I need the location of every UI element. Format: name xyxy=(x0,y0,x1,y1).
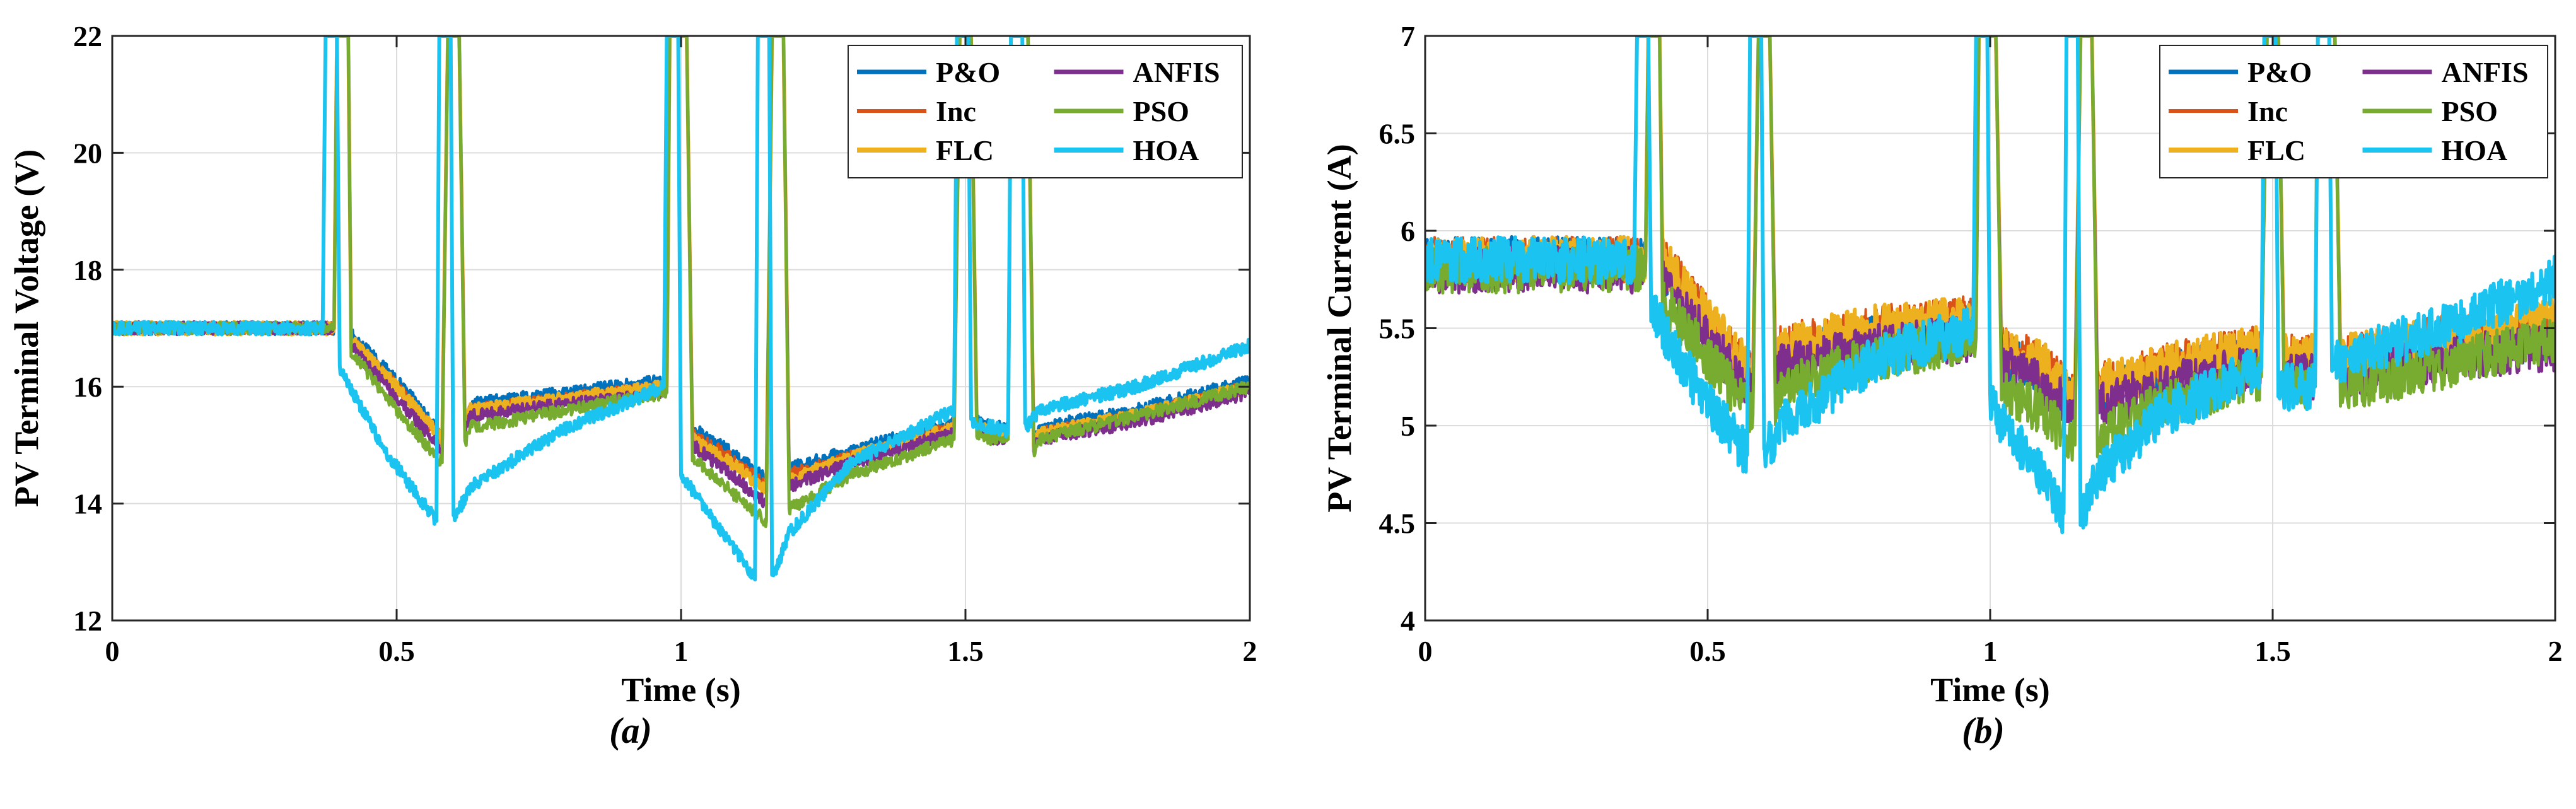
legend-label: ANFIS xyxy=(1133,56,1220,88)
y-tick-label: 6 xyxy=(1401,215,1415,247)
x-tick-label: 1.5 xyxy=(2254,635,2291,667)
x-tick-label: 0 xyxy=(1418,635,1433,667)
figure-caption: (b) xyxy=(1962,710,2005,751)
legend-label: P&O xyxy=(2247,56,2312,88)
y-tick-label: 4.5 xyxy=(1379,508,1416,540)
y-tick-label: 5.5 xyxy=(1379,313,1416,345)
legend-label: PSO xyxy=(1133,95,1189,127)
legend-label: HOA xyxy=(1133,134,1199,166)
legend-label: PSO xyxy=(2442,95,2498,127)
chart-a: 0 0.5 1 1.5 2 12 14 16 18 20 22 Time (s) PV Termin… xyxy=(8,20,1257,751)
y-tick-label: 22 xyxy=(73,20,102,52)
y-tick-label: 6.5 xyxy=(1379,118,1416,150)
series-lines xyxy=(1425,36,2555,535)
series-line-hoa xyxy=(1425,36,2555,535)
x-tick-label: 1.5 xyxy=(947,635,984,667)
chart-b: 0 0.5 1 1.5 2 4 4.5 5 5.5 6 6.5 7 Time (s) PV Termi… xyxy=(1320,20,2563,751)
series-lines xyxy=(112,36,1250,582)
x-axis-label: Time (s) xyxy=(621,671,740,709)
x-tick-label: 0.5 xyxy=(1689,635,1726,667)
legend: P&O Inc FLC ANFIS PSO HOA xyxy=(848,45,1243,178)
legend: P&O Inc FLC ANFIS PSO HOA xyxy=(2159,45,2548,178)
figure-caption: (a) xyxy=(609,710,652,751)
x-tick-label: 1 xyxy=(674,635,689,667)
legend-label: ANFIS xyxy=(2442,56,2529,88)
ticks: 0 0.5 1 1.5 2 12 14 16 18 20 22 xyxy=(73,20,1257,667)
y-tick-label: 16 xyxy=(73,371,102,403)
x-tick-label: 2 xyxy=(2548,635,2563,667)
ticks: 0 0.5 1 1.5 2 4 4.5 5 5.5 6 6.5 7 xyxy=(1379,20,2563,667)
x-axis-label: Time (s) xyxy=(1930,671,2049,709)
x-tick-label: 2 xyxy=(1243,635,1257,667)
legend-label: FLC xyxy=(2247,134,2305,166)
x-tick-label: 0.5 xyxy=(378,635,415,667)
x-tick-label: 1 xyxy=(1983,635,1998,667)
legend-label: Inc xyxy=(2247,95,2288,127)
series-line-hoa xyxy=(112,36,1250,582)
y-axis-label: PV Terminal Current (A) xyxy=(1320,144,1358,512)
y-tick-label: 7 xyxy=(1401,20,1415,52)
y-axis-label: PV Terminal Voltage (V) xyxy=(8,149,45,508)
x-tick-label: 0 xyxy=(105,635,120,667)
legend-label: Inc xyxy=(936,95,976,127)
y-tick-label: 18 xyxy=(73,254,102,286)
legend-label: P&O xyxy=(936,56,1000,88)
y-tick-label: 20 xyxy=(73,137,102,169)
y-tick-label: 4 xyxy=(1401,605,1415,637)
y-tick-label: 14 xyxy=(73,488,102,520)
y-tick-label: 5 xyxy=(1401,410,1415,442)
legend-label: FLC xyxy=(936,134,994,166)
legend-label: HOA xyxy=(2442,134,2508,166)
y-tick-label: 12 xyxy=(73,605,102,637)
